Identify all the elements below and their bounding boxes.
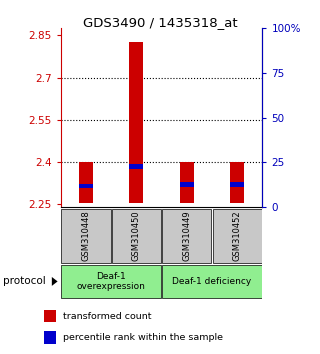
Bar	[162, 265, 262, 298]
Bar	[129, 41, 143, 203]
Text: Deaf-1 deficiency: Deaf-1 deficiency	[172, 277, 252, 286]
Bar	[79, 162, 93, 203]
Polygon shape	[52, 277, 58, 286]
Text: GSM310448: GSM310448	[82, 210, 91, 261]
Text: Deaf-1
overexpression: Deaf-1 overexpression	[77, 272, 146, 291]
Bar	[180, 162, 194, 203]
Text: GDS3490 / 1435318_at: GDS3490 / 1435318_at	[83, 16, 237, 29]
Bar	[61, 265, 161, 298]
Bar	[162, 210, 212, 263]
Text: percentile rank within the sample: percentile rank within the sample	[63, 333, 223, 342]
Bar	[230, 182, 244, 187]
Text: protocol: protocol	[3, 276, 46, 286]
Bar	[61, 210, 111, 263]
Text: GSM310449: GSM310449	[182, 210, 191, 261]
Bar	[79, 184, 93, 188]
Text: GSM310450: GSM310450	[132, 210, 141, 261]
Bar	[230, 162, 244, 203]
Bar	[129, 164, 143, 169]
Bar	[212, 210, 262, 263]
Text: transformed count: transformed count	[63, 312, 151, 321]
Bar	[112, 210, 161, 263]
Text: GSM310452: GSM310452	[233, 210, 242, 261]
Bar	[44, 310, 56, 322]
Bar	[44, 331, 56, 344]
Bar	[180, 182, 194, 187]
